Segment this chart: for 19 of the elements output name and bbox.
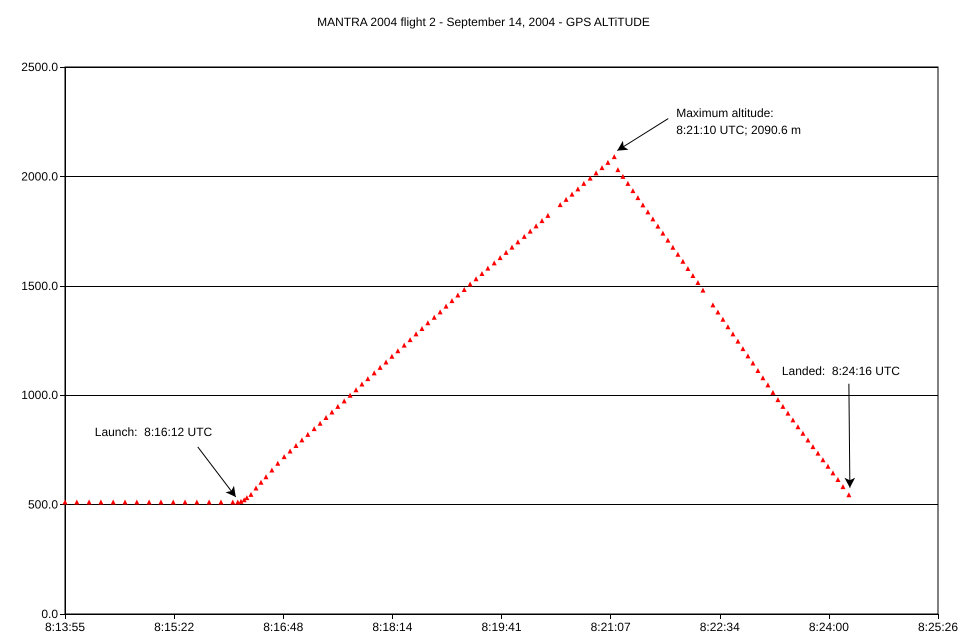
x-tick-label: 8:22:34 xyxy=(700,620,740,634)
x-tick-label: 8:19:41 xyxy=(481,620,522,634)
x-tick-label: 8:21:07 xyxy=(590,620,631,634)
x-tick-label: 8:16:48 xyxy=(263,620,304,634)
x-tick-label: 8:25:26 xyxy=(918,620,958,634)
y-tick-label: 1000.0 xyxy=(21,388,58,402)
annotation: Landed: 8:24:16 UTC xyxy=(782,364,900,378)
annotation: Launch: 8:16:12 UTC xyxy=(94,424,213,439)
x-tick-label: 8:18:14 xyxy=(372,620,413,634)
annotation: Maximum altitude: 8:21:10 UTC; 2090.6 m xyxy=(676,106,801,138)
x-tick-label: 8:13:55 xyxy=(44,620,86,634)
y-tick-label: 0.0 xyxy=(41,607,58,621)
chart-title: MANTRA 2004 flight 2 - September 14, 2004 - GPS ALTiTUDE xyxy=(317,15,650,29)
y-tick-label: 2500.0 xyxy=(21,60,58,74)
y-tick-label: 1500.0 xyxy=(21,278,58,293)
y-tick-label: 500.0 xyxy=(28,498,58,512)
x-tick-label: 8:15:22 xyxy=(154,620,194,634)
x-tick-label: 8:24:00 xyxy=(808,620,850,634)
y-tick-label: 2000.0 xyxy=(21,169,58,184)
